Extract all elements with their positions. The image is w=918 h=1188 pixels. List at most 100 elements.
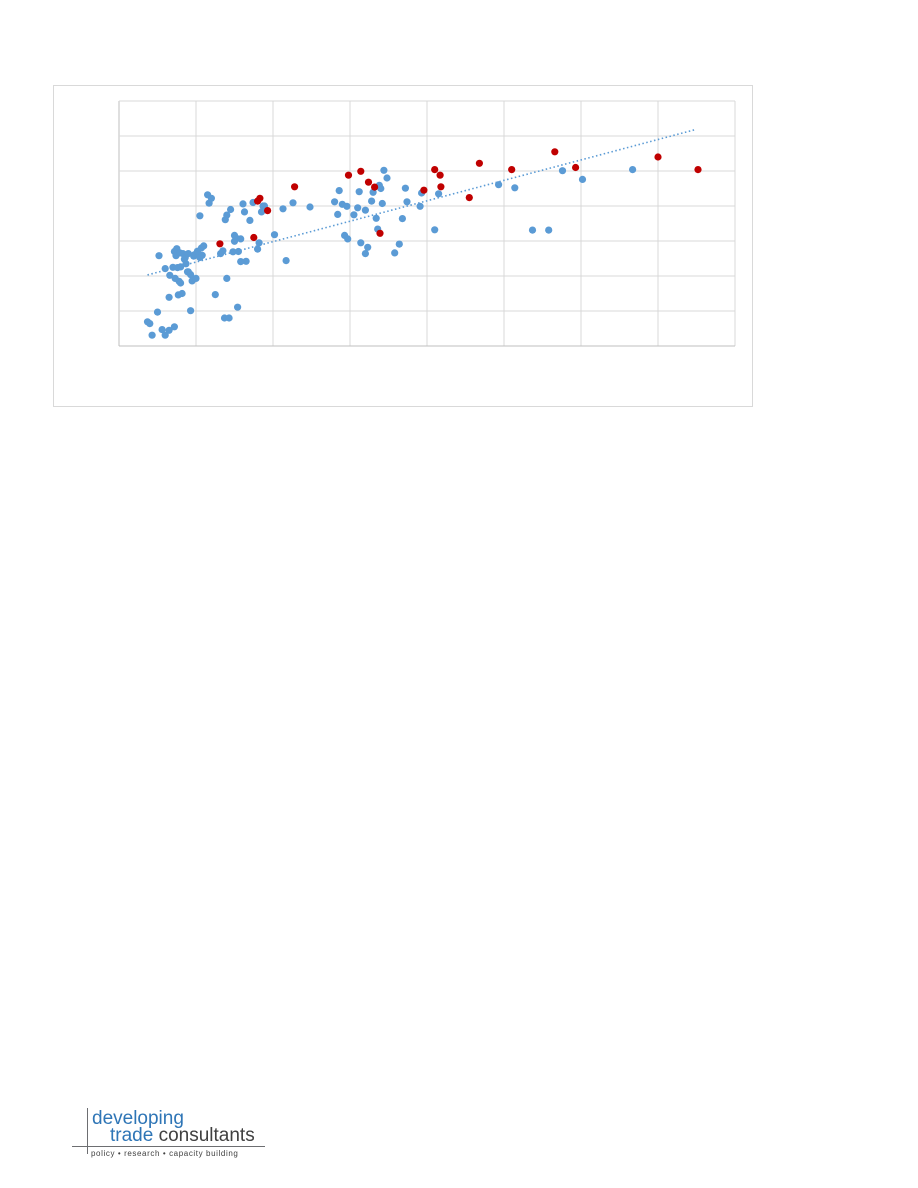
data-point-red — [436, 171, 444, 179]
data-point-red — [431, 166, 439, 174]
data-point-blue — [207, 194, 215, 202]
data-point-red — [694, 166, 702, 174]
data-point-blue — [257, 208, 266, 216]
data-point-red — [291, 183, 299, 191]
data-point-red — [344, 171, 353, 179]
data-points — [143, 148, 702, 339]
data-point-blue — [372, 214, 380, 222]
data-point-blue — [431, 226, 439, 234]
data-point-blue — [364, 243, 372, 251]
data-point-blue — [331, 198, 339, 206]
data-point-blue — [161, 331, 169, 339]
data-point-blue — [148, 331, 156, 339]
data-point-red — [572, 163, 580, 172]
data-point-red — [437, 183, 445, 191]
data-point-blue — [223, 274, 231, 282]
data-point-red — [508, 166, 516, 174]
data-point-red — [250, 233, 258, 242]
data-point-blue — [282, 257, 290, 265]
data-point-blue — [187, 271, 195, 279]
logo-line2: trade consultants — [110, 1126, 255, 1145]
data-point-red — [264, 207, 272, 215]
data-point-red — [475, 159, 483, 167]
data-point-blue — [401, 184, 409, 192]
data-point-blue — [416, 202, 424, 210]
data-point-blue — [165, 293, 173, 301]
data-point-blue — [343, 202, 351, 210]
data-point-blue — [306, 203, 314, 211]
data-point-blue — [223, 211, 231, 219]
data-point-blue — [254, 245, 262, 253]
data-point-blue — [196, 212, 204, 220]
trendline — [147, 128, 696, 276]
logo-horizontal-rule — [72, 1146, 265, 1147]
data-point-blue — [344, 235, 352, 243]
data-point-red — [216, 240, 224, 248]
data-point-blue — [377, 184, 385, 193]
data-point-blue — [237, 235, 245, 243]
data-point-blue — [155, 252, 163, 260]
data-point-blue — [435, 190, 443, 198]
data-point-blue — [166, 271, 174, 279]
data-point-blue — [511, 184, 519, 192]
data-point-blue — [398, 215, 406, 223]
logo-word-trade: trade — [110, 1125, 154, 1146]
logo-tagline: policy • research • capacity building — [91, 1149, 239, 1158]
data-point-red — [357, 167, 365, 175]
data-point-blue — [246, 216, 254, 224]
data-point-red — [654, 153, 662, 161]
data-point-blue — [289, 199, 297, 207]
data-point-blue — [178, 289, 186, 298]
data-point-blue — [354, 204, 362, 212]
data-point-blue — [234, 247, 242, 256]
data-point-blue — [334, 210, 342, 218]
data-point-blue — [355, 188, 363, 196]
data-point-blue — [350, 211, 358, 219]
data-point-blue — [629, 166, 637, 174]
data-point-blue — [234, 303, 242, 311]
data-point-blue — [279, 205, 287, 213]
data-point-blue — [187, 307, 195, 315]
data-point-blue — [225, 314, 233, 322]
data-point-blue — [378, 199, 386, 208]
data-point-blue — [545, 226, 553, 234]
chart-area — [53, 85, 753, 407]
data-point-blue — [240, 208, 249, 216]
data-point-blue — [255, 239, 263, 247]
data-point-blue — [237, 258, 245, 266]
data-point-blue — [403, 198, 411, 206]
data-point-blue — [182, 260, 190, 268]
company-logo: developing trade consultants policy • re… — [72, 1108, 272, 1160]
data-point-blue — [177, 263, 185, 271]
data-point-blue — [270, 231, 279, 239]
data-point-red — [465, 194, 473, 202]
data-point-blue — [219, 247, 227, 255]
data-point-red — [364, 178, 373, 186]
data-point-blue — [357, 239, 365, 247]
data-point-blue — [239, 200, 247, 208]
data-point-blue — [395, 240, 403, 248]
data-point-blue — [229, 248, 237, 256]
data-point-blue — [184, 250, 192, 258]
data-point-blue — [200, 242, 208, 250]
data-point-red — [256, 194, 264, 202]
data-point-blue — [211, 291, 219, 299]
data-point-blue — [170, 323, 178, 331]
data-point-blue — [158, 326, 166, 334]
data-point-red — [551, 148, 559, 156]
logo-word-consultants: consultants — [158, 1125, 255, 1146]
data-point-blue — [198, 251, 206, 259]
data-point-red — [376, 229, 384, 237]
data-point-blue — [192, 274, 200, 282]
logo-vertical-rule — [87, 1108, 88, 1154]
data-point-blue — [578, 175, 587, 183]
data-point-blue — [380, 166, 388, 174]
data-point-blue — [242, 257, 250, 265]
grid — [118, 100, 736, 347]
data-point-blue — [165, 326, 173, 334]
data-point-blue — [361, 250, 369, 258]
data-point-blue — [335, 187, 343, 195]
data-point-blue — [161, 265, 169, 273]
data-point-blue — [495, 181, 503, 189]
data-point-blue — [361, 206, 369, 214]
